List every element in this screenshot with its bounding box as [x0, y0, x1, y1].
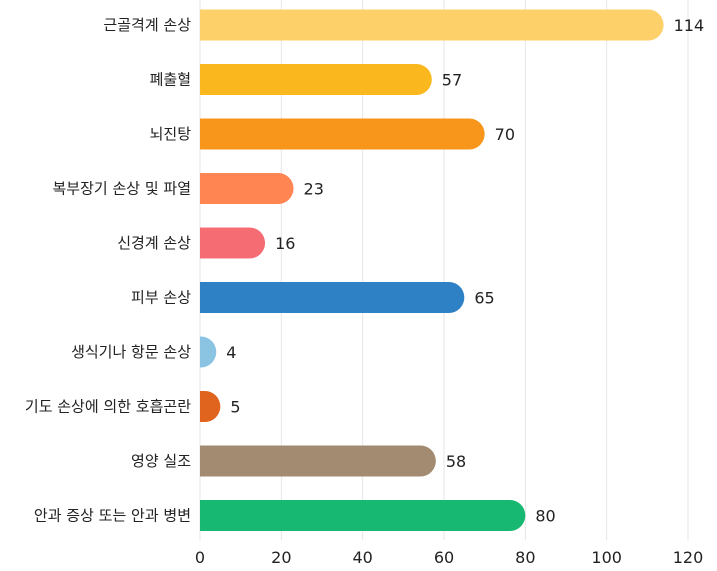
x-tick-label: 20: [271, 548, 291, 567]
bar: [200, 118, 485, 150]
bar: [200, 9, 664, 41]
bar: [200, 282, 465, 313]
value-label: 16: [275, 234, 295, 253]
bar: [200, 445, 436, 477]
x-tick-label: 120: [673, 548, 704, 567]
value-label: 57: [442, 71, 462, 90]
bar: [200, 336, 217, 368]
bar: [200, 173, 294, 204]
value-label: 23: [304, 180, 324, 199]
x-tick-label: 60: [434, 548, 454, 567]
x-tick-label: 100: [591, 548, 622, 567]
value-label: 58: [446, 452, 466, 471]
value-label: 70: [495, 125, 515, 144]
x-tick-label: 80: [515, 548, 535, 567]
category-label: 근골격계 손상: [103, 16, 191, 34]
value-label: 114: [674, 16, 705, 35]
value-labels: 114 57 70 23 16 65 4 5 58 80: [226, 16, 704, 526]
bar: [200, 227, 266, 259]
bar: [200, 500, 526, 531]
value-label: 4: [226, 343, 236, 362]
category-label: 피부 손상: [131, 289, 191, 307]
value-label: 65: [474, 289, 494, 308]
x-tick-label: 40: [352, 548, 372, 567]
bar: [200, 64, 432, 95]
value-label: 80: [535, 507, 555, 526]
bar: [200, 391, 221, 422]
category-label: 뇌진탕: [150, 125, 192, 143]
category-label: 영양 실조: [131, 452, 191, 470]
category-label: 안과 증상 또는 안과 병변: [34, 507, 191, 525]
category-label: 신경계 손상: [117, 234, 191, 252]
bars: [200, 9, 664, 531]
x-tick-label: 0: [195, 548, 205, 567]
category-label: 기도 손상에 의한 호흡곤란: [25, 398, 191, 416]
category-label: 생식기나 항문 손상: [71, 343, 191, 361]
x-axis-ticks: 0 20 40 60 80 100 120: [195, 548, 703, 567]
value-label: 5: [230, 398, 240, 417]
category-label: 폐출혈: [150, 71, 191, 89]
category-label: 복부장기 손상 및 파열: [52, 180, 191, 198]
